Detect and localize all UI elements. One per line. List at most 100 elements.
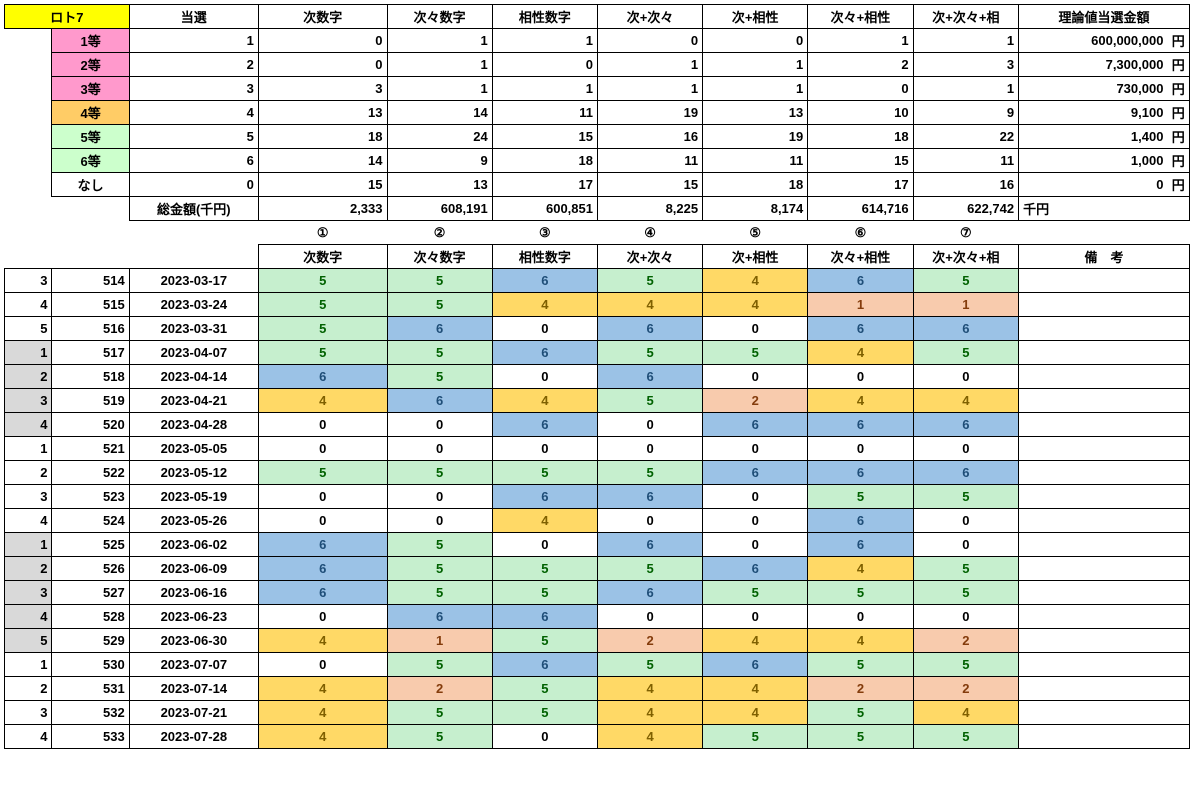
summary-col-header: 次+次々+相 [913,5,1018,29]
data-cell: 4 [258,389,387,413]
row-index-a: 3 [5,581,52,605]
data-cell: 6 [703,461,808,485]
data-cell: 5 [387,341,492,365]
row-index-b: 530 [52,653,129,677]
data-cell: 4 [492,389,597,413]
data-cell: 0 [913,605,1018,629]
row-date: 2023-07-28 [129,725,258,749]
row-index-b: 518 [52,365,129,389]
total-unit: 千円 [1019,197,1190,221]
data-cell: 4 [597,701,702,725]
summary-value: 3 [258,77,387,101]
row-index-b: 533 [52,725,129,749]
summary-value: 18 [703,173,808,197]
summary-value: 24 [387,125,492,149]
row-index-b: 529 [52,629,129,653]
summary-value: 0 [258,29,387,53]
data-cell: 0 [258,653,387,677]
data-cell: 6 [808,461,913,485]
data-cell: 0 [492,533,597,557]
data-cell: 5 [258,341,387,365]
row-index-a: 3 [5,485,52,509]
data-cell: 1 [387,629,492,653]
row-index-b: 517 [52,341,129,365]
row-index-a: 2 [5,461,52,485]
data-cell: 0 [703,485,808,509]
summary-value: 6 [129,149,258,173]
data-cell: 6 [258,557,387,581]
prize-label: 3等 [52,77,129,101]
row-index-b: 521 [52,437,129,461]
row-index-b: 523 [52,485,129,509]
data-cell: 0 [913,533,1018,557]
summary-value: 16 [597,125,702,149]
data-cell: 5 [913,485,1018,509]
circled-number: ⑦ [913,221,1018,245]
data-cell: 0 [387,413,492,437]
row-date: 2023-07-14 [129,677,258,701]
row-index-b: 522 [52,461,129,485]
data-cell: 0 [492,437,597,461]
prize-amount: 0 [1019,173,1168,197]
data-cell: 6 [808,509,913,533]
data-cell: 5 [703,581,808,605]
data-cell: 6 [597,485,702,509]
data-cell: 0 [387,485,492,509]
remarks-cell [1019,341,1190,365]
data-cell: 4 [913,701,1018,725]
row-index-a: 3 [5,701,52,725]
data-cell: 5 [913,557,1018,581]
data-cell: 5 [492,629,597,653]
row-date: 2023-03-24 [129,293,258,317]
summary-value: 1 [597,77,702,101]
sub-header: 相性数字 [492,245,597,269]
summary-value: 1 [387,29,492,53]
data-cell: 4 [808,389,913,413]
data-cell: 4 [597,293,702,317]
row-index-b: 532 [52,701,129,725]
data-cell: 5 [913,653,1018,677]
summary-col-header: 次+次々 [597,5,702,29]
summary-value: 22 [913,125,1018,149]
data-cell: 6 [387,317,492,341]
data-cell: 5 [258,317,387,341]
remarks-cell [1019,557,1190,581]
data-cell: 4 [703,629,808,653]
row-date: 2023-04-21 [129,389,258,413]
row-date: 2023-06-09 [129,557,258,581]
row-index-b: 515 [52,293,129,317]
summary-value: 15 [597,173,702,197]
summary-value: 1 [913,77,1018,101]
data-cell: 5 [597,341,702,365]
data-cell: 5 [597,653,702,677]
data-cell: 5 [387,653,492,677]
summary-value: 1 [387,53,492,77]
summary-value: 9 [387,149,492,173]
row-index-a: 3 [5,269,52,293]
data-cell: 5 [387,461,492,485]
data-cell: 5 [913,341,1018,365]
summary-value: 2 [129,53,258,77]
summary-value: 3 [129,77,258,101]
summary-value: 10 [808,101,913,125]
circled-number: ⑤ [703,221,808,245]
data-cell: 0 [808,437,913,461]
data-cell: 0 [913,509,1018,533]
data-cell: 0 [808,605,913,629]
data-cell: 0 [492,317,597,341]
summary-value: 0 [703,29,808,53]
row-date: 2023-07-21 [129,701,258,725]
prize-amount: 730,000 [1019,77,1168,101]
data-cell: 5 [492,701,597,725]
total-value: 614,716 [808,197,913,221]
row-date: 2023-03-31 [129,317,258,341]
summary-value: 3 [913,53,1018,77]
row-index-a: 4 [5,605,52,629]
row-index-b: 519 [52,389,129,413]
prize-label: なし [52,173,129,197]
data-cell: 4 [703,293,808,317]
data-cell: 0 [913,365,1018,389]
data-cell: 0 [597,413,702,437]
data-cell: 5 [597,557,702,581]
data-cell: 4 [808,629,913,653]
